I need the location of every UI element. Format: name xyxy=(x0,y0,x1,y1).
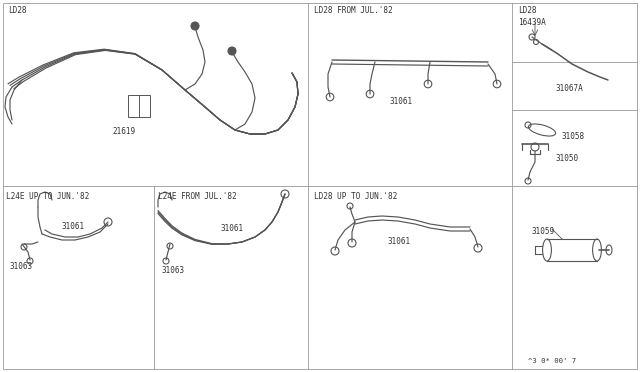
Text: 31061: 31061 xyxy=(62,222,85,231)
Text: LD28 FROM JUL.'82: LD28 FROM JUL.'82 xyxy=(314,6,392,15)
Text: ^3 0* 00' 7: ^3 0* 00' 7 xyxy=(528,358,576,364)
Text: 31061: 31061 xyxy=(390,97,413,106)
Circle shape xyxy=(228,47,236,55)
Ellipse shape xyxy=(529,124,556,136)
Text: 31063: 31063 xyxy=(162,266,185,275)
Text: 31067A: 31067A xyxy=(555,84,583,93)
Text: 31063: 31063 xyxy=(10,262,33,271)
Text: 31061: 31061 xyxy=(388,237,411,246)
Text: LD28: LD28 xyxy=(8,6,26,15)
Ellipse shape xyxy=(593,239,602,261)
Ellipse shape xyxy=(606,245,612,255)
Circle shape xyxy=(191,22,199,30)
Ellipse shape xyxy=(543,239,552,261)
Bar xyxy=(128,95,150,117)
Text: LD28: LD28 xyxy=(518,6,536,15)
Text: LD28 UP TO JUN.'82: LD28 UP TO JUN.'82 xyxy=(314,192,397,201)
Text: 31061: 31061 xyxy=(220,224,243,233)
Text: 31059: 31059 xyxy=(532,227,555,236)
Text: 21619: 21619 xyxy=(112,127,135,136)
Text: L24E FROM JUL.'82: L24E FROM JUL.'82 xyxy=(158,192,237,201)
Text: 31058: 31058 xyxy=(562,132,585,141)
Text: L24E UP TO JUN.'82: L24E UP TO JUN.'82 xyxy=(6,192,89,201)
Text: 16439A: 16439A xyxy=(518,18,546,27)
Text: 31050: 31050 xyxy=(555,154,578,163)
